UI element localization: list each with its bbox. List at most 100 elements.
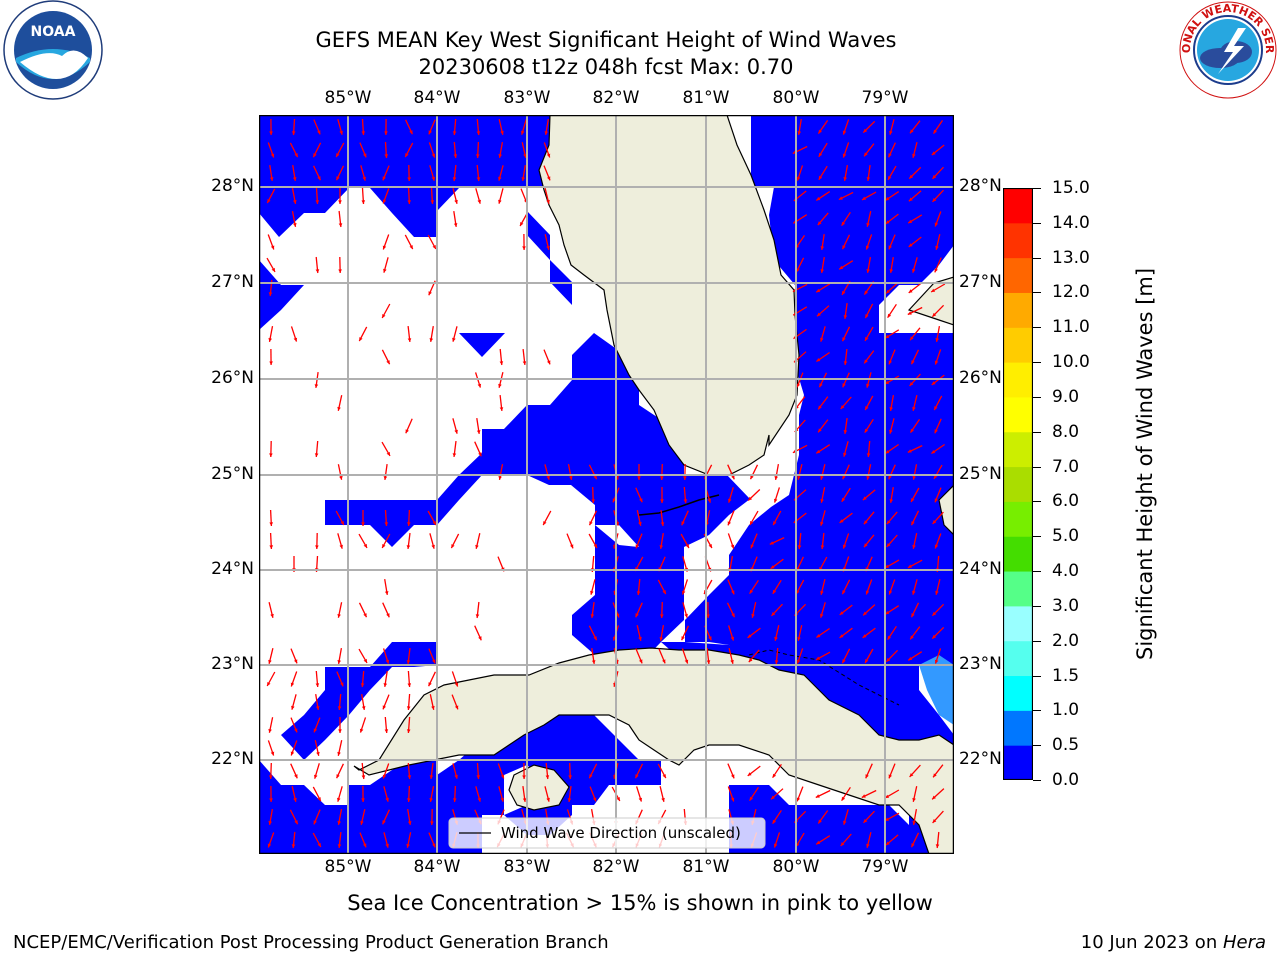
wind-wave-arrow-head xyxy=(294,659,298,664)
wind-wave-arrow-head xyxy=(498,199,502,204)
wind-wave-arrow-head xyxy=(454,429,458,434)
wind-wave-arrow-head xyxy=(568,775,572,779)
wind-wave-arrow-head xyxy=(660,499,664,503)
wind-wave-arrow-head xyxy=(863,819,868,823)
wind-wave-arrow-head xyxy=(547,360,551,365)
wind-wave-arrow-head xyxy=(861,794,866,798)
wind-wave-arrow-head xyxy=(683,476,687,480)
wind-wave-arrow-head xyxy=(476,177,481,181)
wind-wave-arrow-head xyxy=(839,519,844,523)
wind-wave-arrow-head xyxy=(317,176,321,181)
wind-wave-arrow-head xyxy=(933,773,937,778)
wind-wave-arrow-head xyxy=(270,245,275,250)
wind-wave-arrow-head xyxy=(932,312,937,317)
colorbar-tick-mark xyxy=(1033,188,1041,189)
wind-wave-arrow-head xyxy=(317,843,321,847)
wind-wave-arrow-head xyxy=(934,268,938,273)
wind-wave-arrow-head xyxy=(270,613,274,618)
wind-wave-direction-arrows xyxy=(266,118,946,849)
wind-wave-arrow-head xyxy=(271,267,275,272)
wind-wave-arrow-head xyxy=(797,545,802,549)
wind-wave-arrow-head xyxy=(639,659,643,664)
wind-wave-arrow-head xyxy=(336,153,340,158)
wind-wave-arrow-head xyxy=(773,521,777,526)
wind-wave-arrow-head xyxy=(774,476,778,480)
wind-wave-arrow-head xyxy=(843,430,848,434)
lon-label-top: 81°W xyxy=(682,88,730,108)
wind-wave-arrow-head xyxy=(336,176,340,181)
wind-wave-arrow-head xyxy=(932,611,937,616)
lon-label-bottom: 80°W xyxy=(772,857,820,877)
wind-wave-arrow-head xyxy=(451,544,455,549)
wind-wave-arrow-head xyxy=(268,292,273,296)
colorbar-tick-label: 0.5 xyxy=(1052,735,1080,756)
wind-wave-arrow-head xyxy=(865,590,870,595)
footer-date-text: 10 Jun 2023 on xyxy=(1080,932,1223,953)
wind-wave-arrow-head xyxy=(843,452,847,457)
wind-wave-arrow-head xyxy=(727,521,731,526)
wind-wave-arrow-head xyxy=(269,177,274,181)
wind-wave-arrow-head xyxy=(522,798,527,802)
lon-label-bottom: 81°W xyxy=(682,857,730,877)
wind-wave-arrow-head xyxy=(886,543,891,547)
wind-wave-arrow-head xyxy=(453,154,458,158)
colorbar-tick-mark xyxy=(1033,710,1041,712)
wind-wave-arrow-head xyxy=(839,634,844,638)
wind-wave-arrow-head xyxy=(591,499,595,503)
wind-wave-arrow-head xyxy=(908,197,913,202)
wind-wave-arrow-head xyxy=(384,522,389,526)
wind-wave-arrow-head xyxy=(660,614,664,618)
wind-wave-arrow-head xyxy=(336,774,340,779)
wind-wave-arrow-head xyxy=(820,269,824,273)
colorbar-tick-mark xyxy=(1033,536,1041,538)
wind-wave-arrow-head xyxy=(820,499,824,503)
wind-wave-arrow-head xyxy=(338,200,342,204)
wind-wave-arrow-head xyxy=(866,843,870,848)
wind-wave-arrow-head xyxy=(569,476,573,480)
wind-wave-arrow-head xyxy=(363,613,367,618)
wind-wave-arrow-head xyxy=(843,177,847,181)
wind-wave-arrow-head xyxy=(386,613,390,618)
lat-label-right: 24°N xyxy=(959,559,1002,579)
wind-wave-arrow-head xyxy=(478,636,482,641)
wind-wave-arrow-head xyxy=(338,223,343,227)
wind-wave-arrow-head xyxy=(818,175,823,180)
footer-host: Hera xyxy=(1222,932,1266,953)
wind-wave-arrow-head xyxy=(382,705,386,710)
wind-wave-arrow-head xyxy=(476,430,481,434)
wind-wave-arrow-head xyxy=(452,453,457,457)
wind-wave-arrow-head xyxy=(268,659,272,664)
colorbar-tick-label: 7.0 xyxy=(1052,456,1080,477)
lat-label-right: 27°N xyxy=(959,272,1002,292)
wind-wave-arrow-head xyxy=(796,383,801,388)
wind-wave-arrow-head xyxy=(932,819,937,823)
wind-wave-arrow-head xyxy=(384,154,389,158)
wind-wave-arrow-head xyxy=(707,498,711,503)
wind-wave-arrow-head xyxy=(935,844,940,848)
wind-wave-arrow-head xyxy=(522,246,526,250)
wind-wave-arrow-head xyxy=(816,449,821,454)
wind-wave-arrow-head xyxy=(750,544,754,549)
wind-wave-arrow-head xyxy=(293,223,297,227)
wind-wave-arrow-head xyxy=(731,475,735,480)
wind-wave-arrow-head xyxy=(382,314,386,318)
wind-wave-arrow-head xyxy=(889,130,893,135)
wind-wave-arrow-head xyxy=(774,636,778,641)
wind-wave-arrow-head xyxy=(544,131,549,135)
wind-wave-arrow-head xyxy=(934,406,938,411)
wind-wave-arrow-head xyxy=(521,177,526,181)
wind-wave-arrow-head xyxy=(889,269,894,273)
wind-wave-arrow-head xyxy=(591,660,596,664)
wind-wave-arrow-head xyxy=(638,522,642,526)
wind-wave-arrow-head xyxy=(477,199,481,204)
wind-wave-arrow-head xyxy=(771,795,775,800)
wind-wave-arrow-head xyxy=(887,313,892,318)
wind-wave-arrow-head xyxy=(816,656,820,660)
wind-wave-arrow-head xyxy=(432,245,436,249)
wind-wave-arrow-head xyxy=(338,729,342,733)
wind-wave-arrow-head xyxy=(866,476,870,480)
wind-wave-arrow-head xyxy=(428,130,432,135)
wind-wave-arrow-head xyxy=(912,406,916,411)
colorbar-tick-mark xyxy=(1033,780,1041,781)
wind-wave-arrow-head xyxy=(912,798,916,802)
